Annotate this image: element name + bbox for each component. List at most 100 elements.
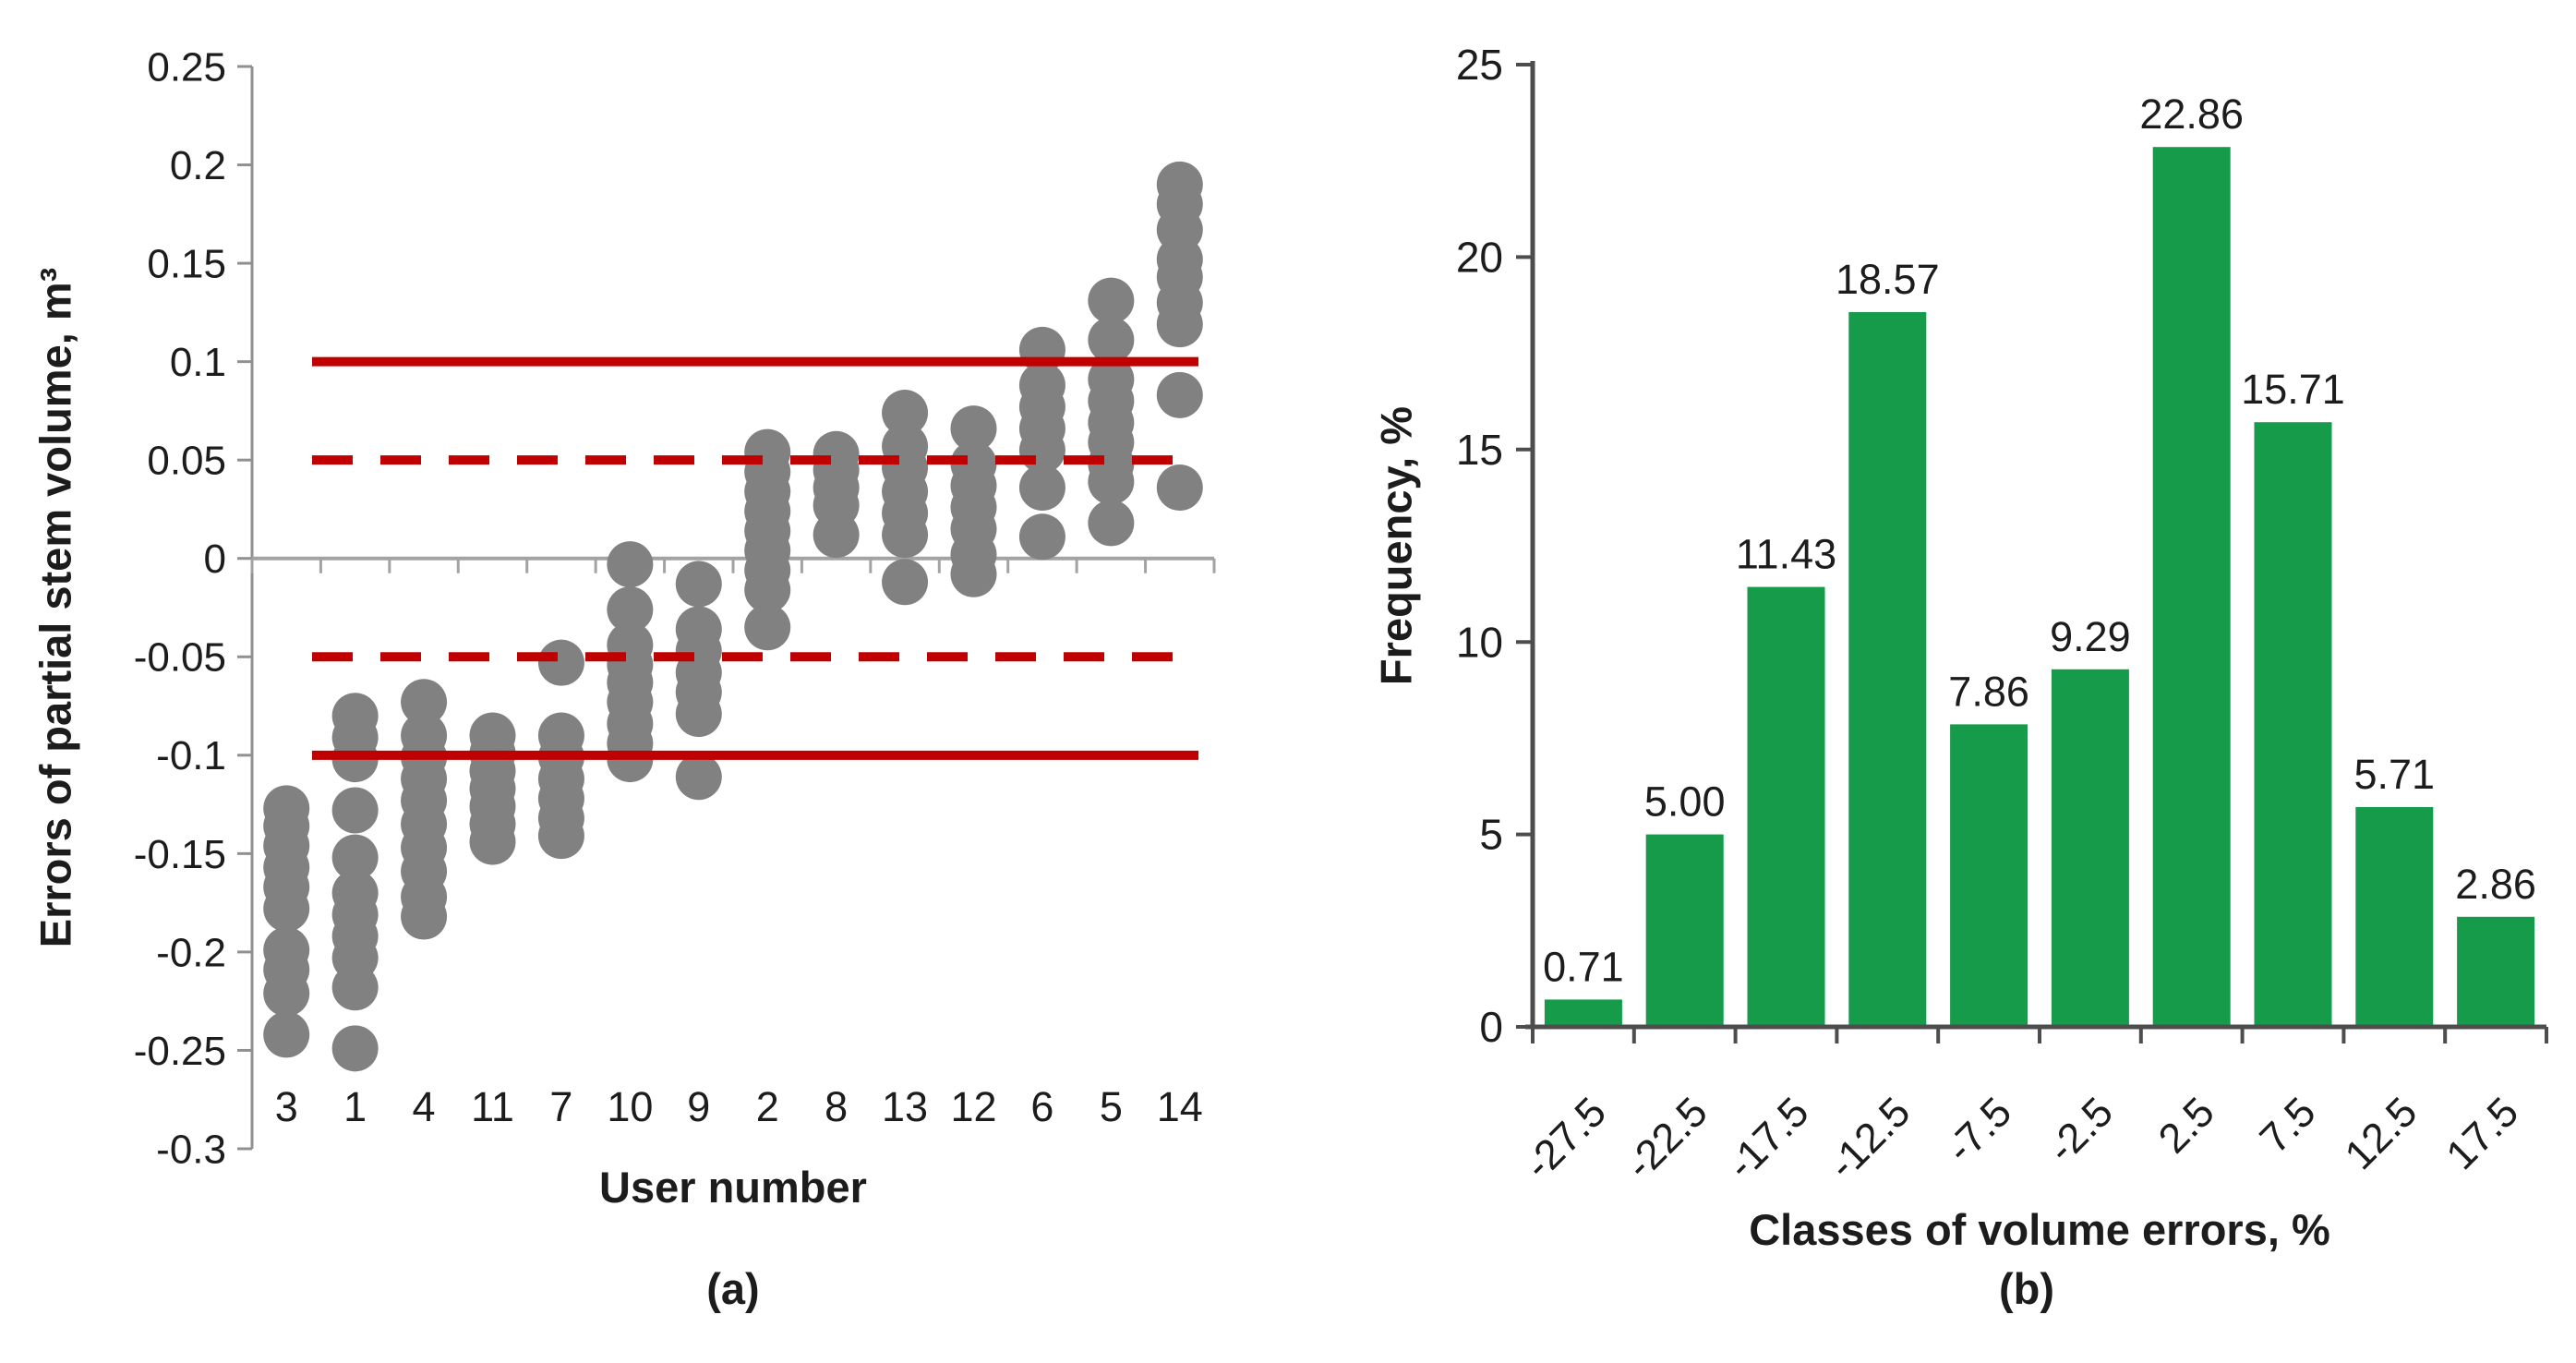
- scatter-dot-user-5: [1088, 458, 1135, 505]
- scatter-dot-user-7: [537, 639, 584, 686]
- y-tick-label-a: -0.1: [156, 733, 226, 778]
- bar-value-label: 22.86: [2139, 90, 2244, 138]
- bar-value-label: 0.71: [1543, 943, 1624, 990]
- x-category-label-a: 7: [549, 1083, 572, 1130]
- bar--27.5: [1544, 999, 1622, 1027]
- x-category-label-a: 12: [950, 1083, 996, 1130]
- scatter-dot-user-5: [1088, 277, 1135, 324]
- panel-a: 0.25 0.2 0.15 0.1 0.05 0 -0.05 -0.1 -0.15 -0.2 -0.…: [30, 44, 1216, 1313]
- scatter-dot-user-1: [331, 1025, 379, 1072]
- scatter-dot-user-12: [950, 550, 997, 597]
- y-tick-label-a: 0.1: [170, 340, 226, 385]
- x-category-label-b: -2.5: [2038, 1088, 2122, 1172]
- y-tick-label-a: -0.25: [134, 1029, 226, 1074]
- bar-value-label: 18.57: [1836, 256, 1940, 303]
- x-category-label-b: -27.5: [1515, 1088, 1616, 1188]
- bar-value-label: 11.43: [1736, 531, 1836, 578]
- scatter-dot-user-2: [744, 566, 791, 613]
- y-tick-label-b: 10: [1456, 618, 1503, 666]
- scatter-dot-user-10: [607, 586, 654, 633]
- x-category-label-a: 6: [1030, 1083, 1053, 1130]
- caption-b: (b): [1999, 1264, 2054, 1313]
- scatter-dot-user-13: [882, 390, 929, 437]
- y-tick-label-a: 0: [204, 537, 226, 582]
- scatter-dot-user-6: [1018, 513, 1065, 561]
- x-category-label-a: 10: [607, 1083, 653, 1130]
- scatter-dot-user-2: [744, 604, 791, 651]
- bar-value-label: 15.71: [2241, 366, 2345, 413]
- y-tick-label-a: 0.15: [147, 241, 226, 286]
- bar-value-label: 5.00: [1644, 778, 1726, 826]
- bar--17.5: [1747, 586, 1825, 1027]
- y-tick-label-a: 0.05: [147, 439, 226, 484]
- y-tick-label-a: -0.15: [134, 832, 226, 877]
- bar-value-label: 2.86: [2455, 861, 2536, 908]
- scatter-dot-user-10: [607, 541, 654, 588]
- bar--2.5: [2051, 669, 2129, 1027]
- bar-12.5: [2355, 807, 2434, 1027]
- x-axis-title-b: Classes of volume errors, %: [1749, 1205, 2330, 1254]
- y-tick-label-a: 0.2: [170, 143, 226, 188]
- x-category-label-a: 5: [1100, 1083, 1123, 1130]
- bar-2.5: [2152, 147, 2231, 1028]
- scatter-dot-user-11: [469, 818, 516, 865]
- bar--22.5: [1645, 834, 1724, 1027]
- x-category-label-b: -22.5: [1616, 1088, 1716, 1188]
- x-category-label-b: -17.5: [1717, 1088, 1818, 1188]
- x-category-label-a: 4: [413, 1083, 436, 1130]
- bar--7.5: [1950, 724, 2028, 1027]
- scatter-dot-user-3: [263, 970, 310, 1017]
- scatter-dot-user-14: [1156, 464, 1203, 512]
- bar-value-label: 5.71: [2354, 751, 2436, 798]
- bar-value-label: 9.29: [2050, 613, 2131, 660]
- scatter-dot-user-3: [263, 886, 310, 933]
- bar-17.5: [2457, 916, 2535, 1027]
- x-category-label-b: 12.5: [2336, 1088, 2426, 1178]
- x-category-label-b: 7.5: [2250, 1088, 2324, 1162]
- x-axis-title-a: User number: [599, 1163, 867, 1212]
- x-category-label-b: 17.5: [2437, 1088, 2527, 1178]
- x-category-label-a: 13: [882, 1083, 928, 1130]
- y-axis-title-a: Errors of partial stem volume, m³: [30, 268, 79, 948]
- y-tick-label-a: -0.3: [156, 1127, 226, 1172]
- y-tick-label-a: 0.25: [147, 44, 226, 90]
- x-category-label-a: 8: [825, 1083, 848, 1130]
- y-tick-label-b: 20: [1456, 234, 1503, 282]
- x-category-label-a: 2: [756, 1083, 779, 1130]
- y-axis-title-b: Frequency, %: [1371, 406, 1420, 685]
- x-category-label-b: -7.5: [1936, 1088, 2020, 1172]
- x-category-label-a: 9: [687, 1083, 710, 1130]
- x-category-label-a: 14: [1157, 1083, 1203, 1130]
- y-tick-label-b: 0: [1479, 1003, 1503, 1051]
- y-tick-label-b: 25: [1456, 41, 1503, 89]
- scatter-dot-user-6: [1018, 464, 1065, 512]
- scatter-dot-user-4: [401, 893, 448, 940]
- scatter-dot-user-9: [675, 754, 722, 801]
- x-category-label-b: 2.5: [2149, 1088, 2223, 1162]
- x-category-label-b: -12.5: [1819, 1088, 1920, 1188]
- scatter-dot-user-14: [1156, 371, 1203, 418]
- caption-a: (a): [706, 1264, 759, 1313]
- scatter-dot-user-13: [882, 559, 929, 606]
- scatter-dot-user-1: [331, 787, 379, 834]
- scatter-dot-user-5: [1088, 500, 1135, 547]
- bar--12.5: [1848, 312, 1927, 1027]
- scatter-dot-user-12: [950, 405, 997, 452]
- scatter-dot-user-1: [331, 964, 379, 1011]
- y-tick-label-b: 5: [1479, 811, 1503, 859]
- scatter-dot-user-4: [401, 679, 448, 726]
- scatter-dot-user-5: [1088, 317, 1135, 364]
- scatter-dot-user-8: [813, 512, 860, 559]
- scatter-dot-user-9: [675, 561, 722, 608]
- scatter-dot-user-7: [537, 813, 584, 860]
- x-category-label-a: 1: [343, 1083, 367, 1130]
- scatter-dot-user-1: [331, 834, 379, 881]
- y-tick-label-b: 15: [1456, 426, 1503, 474]
- scatter-dot-user-9: [675, 691, 722, 738]
- bar-7.5: [2254, 422, 2332, 1027]
- bar-value-label: 7.86: [1948, 668, 2029, 715]
- panel-b: 0.71 5.00 11.43 18.57 7.86 9.29 22.86 15.71 5.71…: [1371, 41, 2548, 1313]
- scatter-dot-user-13: [882, 512, 929, 559]
